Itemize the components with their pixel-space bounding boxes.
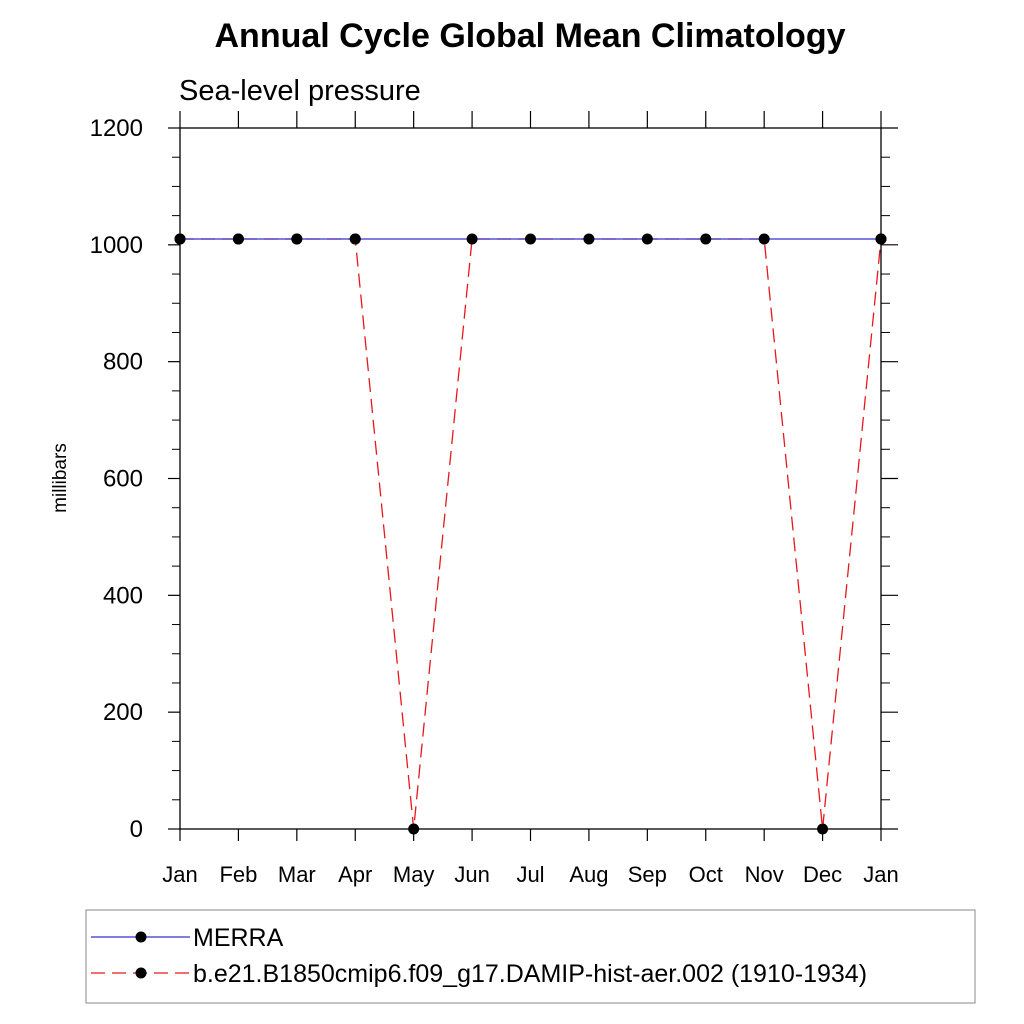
x-tick-label: Apr — [338, 862, 372, 887]
y-tick-label: 0 — [130, 816, 143, 843]
y-tick-label: 600 — [103, 466, 143, 493]
data-point-model — [232, 233, 244, 245]
y-tick-label: 400 — [103, 582, 143, 609]
data-point-model — [700, 233, 712, 245]
data-point-model — [525, 233, 536, 245]
x-tick-label: May — [393, 862, 435, 887]
x-tick-label: Jun — [454, 862, 489, 887]
data-point-model — [291, 233, 303, 245]
data-point-model — [583, 233, 595, 245]
x-tick-label: Sep — [628, 862, 667, 887]
axis-labels: 0 200 400 600 800 1000 1200 Jan Feb Mar Apr May Jun J… — [90, 115, 899, 887]
series-layer — [174, 233, 887, 835]
legend-label-merra: MERRA — [193, 924, 284, 952]
x-tick-label: Oct — [689, 862, 723, 887]
legend-marker-model — [135, 967, 147, 979]
x-tick-label: Jul — [516, 862, 544, 887]
axis-ticks — [168, 111, 898, 841]
x-tick-label: Dec — [803, 862, 842, 887]
data-point-model — [466, 233, 478, 245]
x-tick-label: Aug — [569, 862, 608, 887]
chart-subtitle: Sea-level pressure — [179, 75, 421, 107]
x-tick-label: Jan — [863, 862, 898, 887]
legend-label-model: b.e21.B1850cmip6.f09_g17.DAMIP-hist-aer.… — [193, 960, 867, 988]
data-point-model — [758, 233, 770, 245]
x-tick-label: Mar — [278, 862, 316, 887]
y-tick-label: 200 — [103, 699, 143, 726]
x-tick-label: Jan — [162, 862, 197, 887]
chart-title: Annual Cycle Global Mean Climatology — [215, 17, 846, 55]
series-line-model — [180, 238, 882, 830]
data-point-model — [349, 233, 361, 245]
y-tick-label: 1200 — [90, 115, 143, 142]
x-tick-label: Feb — [219, 862, 257, 887]
legend-marker-merra — [135, 931, 147, 943]
data-point-model — [641, 233, 653, 245]
legend-box — [85, 909, 976, 1004]
y-axis-label: millibars — [50, 443, 71, 513]
x-tick-label: Nov — [745, 862, 784, 887]
y-tick-label: 800 — [103, 349, 143, 376]
y-tick-label: 1000 — [90, 232, 143, 259]
legend: MERRA b.e21.B1850cmip6.f09_g17.DAMIP-hist… — [85, 909, 976, 1004]
plot-frame — [179, 127, 882, 830]
